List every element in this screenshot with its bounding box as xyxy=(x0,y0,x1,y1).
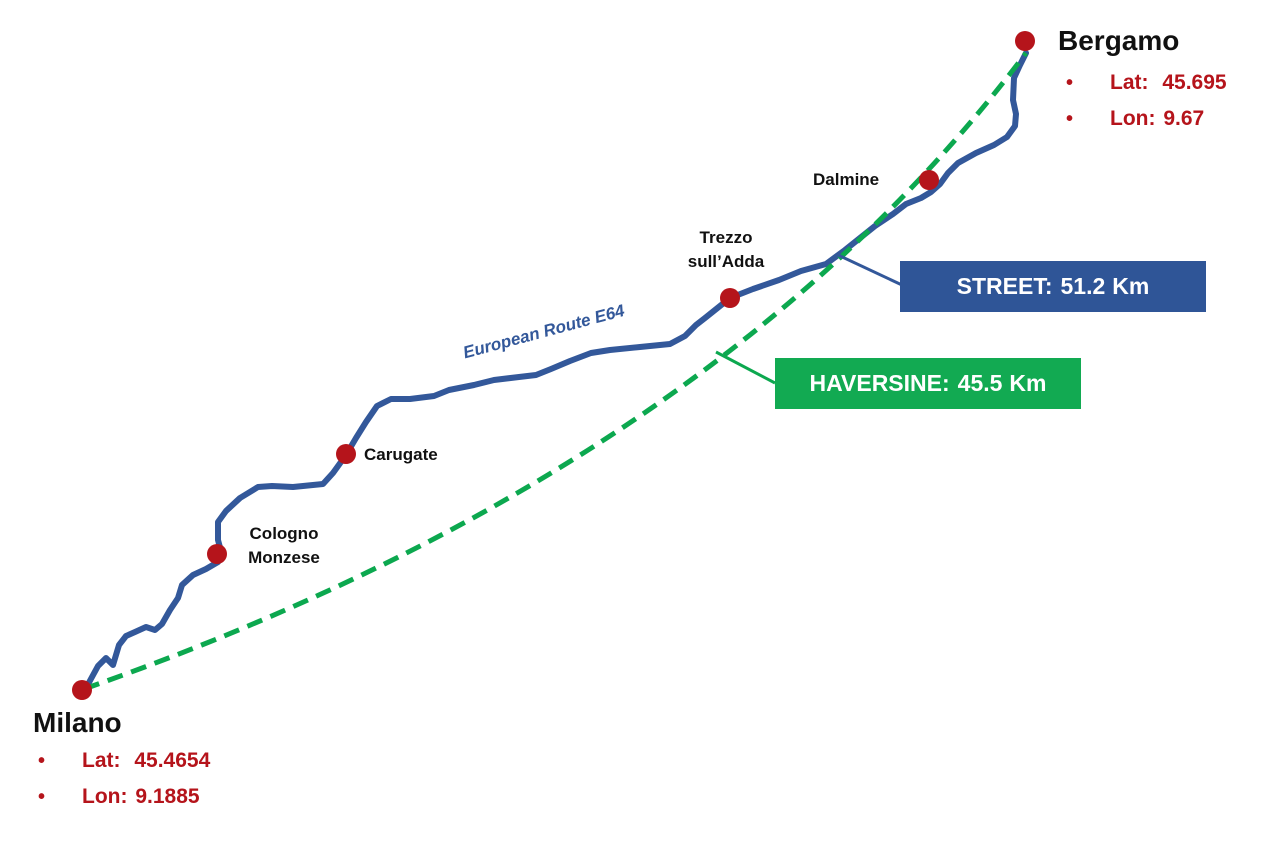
bullet-icon: • xyxy=(38,786,46,808)
street-distance-box: STREET: 51.2 Km xyxy=(900,261,1206,312)
bergamo-coordinates: • Lat: 45.695 • Lon: 9.67 xyxy=(1066,65,1227,137)
haversine-distance-unit: Km xyxy=(1009,370,1047,396)
street-distance-value: 51.2 xyxy=(1060,273,1106,299)
trezzo-sull-adda-line1: Trezzo xyxy=(699,228,753,247)
bullet-icon: • xyxy=(1066,72,1074,94)
cologno-monzese-line1: Cologno xyxy=(249,524,319,543)
haversine-arc-line xyxy=(83,51,1028,692)
haversine-distance-value: 45.5 xyxy=(957,370,1003,396)
haversine-leader-line xyxy=(715,350,776,385)
cologno-monzese-line2: Monzese xyxy=(248,548,320,567)
cologno-monzese-dot xyxy=(207,544,227,564)
bergamo-lon-value: 9.67 xyxy=(1163,107,1205,130)
bergamo-lat-label: Lat: xyxy=(1110,71,1149,94)
street-distance-unit: Km xyxy=(1112,273,1150,299)
milano-coordinates: • Lat: 45.4654 • Lon: 9.1885 xyxy=(38,743,210,815)
dalmine-label: Dalmine xyxy=(813,170,880,189)
haversine-distance-box: HAVERSINE: 45.5 Km xyxy=(775,358,1081,409)
street-distance-label: STREET: xyxy=(956,273,1053,299)
milano-lat-item: • Lat: 45.4654 xyxy=(38,743,210,779)
milano-lon-label: Lon: xyxy=(82,785,128,808)
bullet-icon: • xyxy=(38,750,46,772)
street-leader-line xyxy=(837,253,903,287)
milano-lat-label: Lat: xyxy=(82,749,121,772)
milano-lat-value: 45.4654 xyxy=(134,749,211,772)
cologno-monzese-label: Cologno Monzese xyxy=(236,522,332,570)
milano-dot xyxy=(72,680,92,700)
dalmine-dot xyxy=(919,170,939,190)
bergamo-lon-item: • Lon: 9.67 xyxy=(1066,101,1227,137)
bergamo-name: Bergamo xyxy=(1058,25,1180,56)
street-route-line xyxy=(83,50,1029,691)
bergamo-lat-value: 45.695 xyxy=(1162,71,1227,94)
bergamo-lon-label: Lon: xyxy=(1110,107,1156,130)
trezzo-sull-adda-dot xyxy=(720,288,740,308)
trezzo-sull-adda-line2: sull’Adda xyxy=(687,252,765,271)
bergamo-lat-item: • Lat: 45.695 xyxy=(1066,65,1227,101)
bergamo-dot xyxy=(1015,31,1035,51)
trezzo-sull-adda-label: Trezzo sull’Adda xyxy=(676,226,776,274)
haversine-distance-label: HAVERSINE: xyxy=(809,370,950,396)
bullet-icon: • xyxy=(1066,108,1074,130)
milano-lon-item: • Lon: 9.1885 xyxy=(38,779,210,815)
milano-name: Milano xyxy=(33,707,122,738)
carugate-label: Carugate xyxy=(364,445,438,464)
milano-lon-value: 9.1885 xyxy=(135,785,200,808)
carugate-dot xyxy=(336,444,356,464)
